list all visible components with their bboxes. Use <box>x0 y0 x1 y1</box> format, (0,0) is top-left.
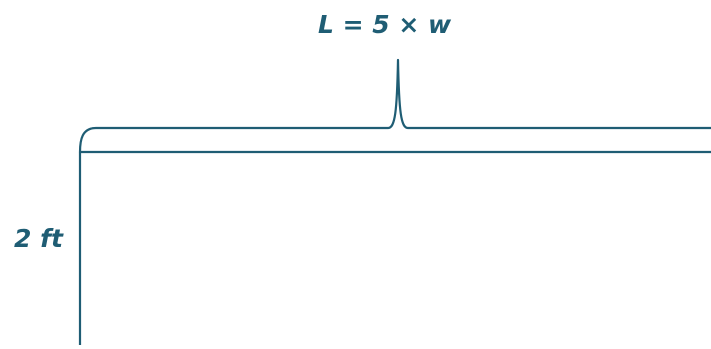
length-brace <box>78 58 711 154</box>
diagram-lines <box>78 58 711 345</box>
length-label: L = 5 × w <box>318 10 452 39</box>
width-label: 2 ft <box>14 224 63 253</box>
